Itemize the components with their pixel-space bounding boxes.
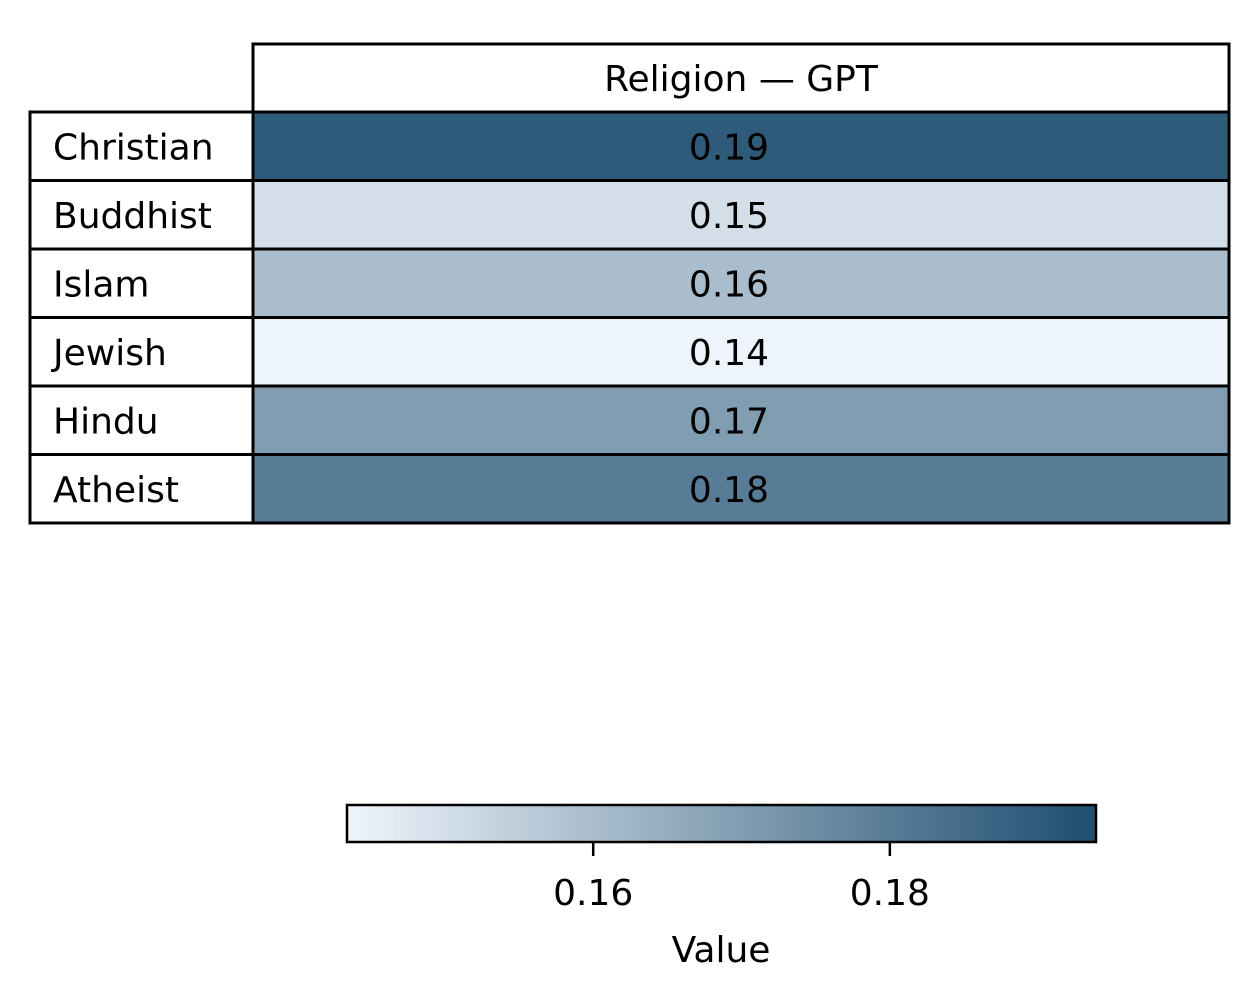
- row-label-islam: Islam: [53, 264, 150, 305]
- cell-value-label-hindu: 0.17: [689, 401, 769, 442]
- row-label-cell-hindu: [28, 384, 255, 456]
- cell-value-label-buddhist: 0.15: [689, 196, 769, 237]
- cell-value-label-christian: 0.19: [689, 127, 769, 168]
- row-label-cell-jewish: [28, 316, 255, 388]
- cell-value-label-jewish: 0.14: [689, 333, 769, 374]
- heatmap-rows: Christian 0.19 Buddhist 0.15 Islam 0.16 Jewish…: [28, 110, 1231, 525]
- column-header-label: Religion — GPT: [604, 59, 879, 100]
- row-label-cell-christian: [28, 110, 255, 182]
- colorbar-gradient: [345, 803, 1098, 844]
- colorbar-ticks: 0.16 0.18: [553, 842, 930, 914]
- heatmap-cell-atheist: [251, 453, 1231, 525]
- row-label-cell-atheist: [28, 453, 255, 525]
- row-label-christian: Christian: [53, 127, 214, 168]
- colorbar-label: Value: [672, 930, 771, 971]
- cell-value-label-atheist: 0.18: [689, 470, 769, 511]
- row-label-buddhist: Buddhist: [53, 196, 212, 237]
- row-label-atheist: Atheist: [53, 470, 179, 511]
- heatmap-cell-hindu: [251, 384, 1231, 456]
- row-label-jewish: Jewish: [51, 333, 167, 374]
- colorbar: 0.16 0.18 Value: [345, 803, 1098, 971]
- column-header-cell: [251, 42, 1231, 114]
- row-label-hindu: Hindu: [53, 401, 159, 442]
- colorbar-tick-label: 0.18: [850, 873, 930, 914]
- cell-value-label-islam: 0.16: [689, 264, 769, 305]
- row-label-cell-islam: [28, 247, 255, 319]
- colorbar-tick-label: 0.16: [553, 873, 633, 914]
